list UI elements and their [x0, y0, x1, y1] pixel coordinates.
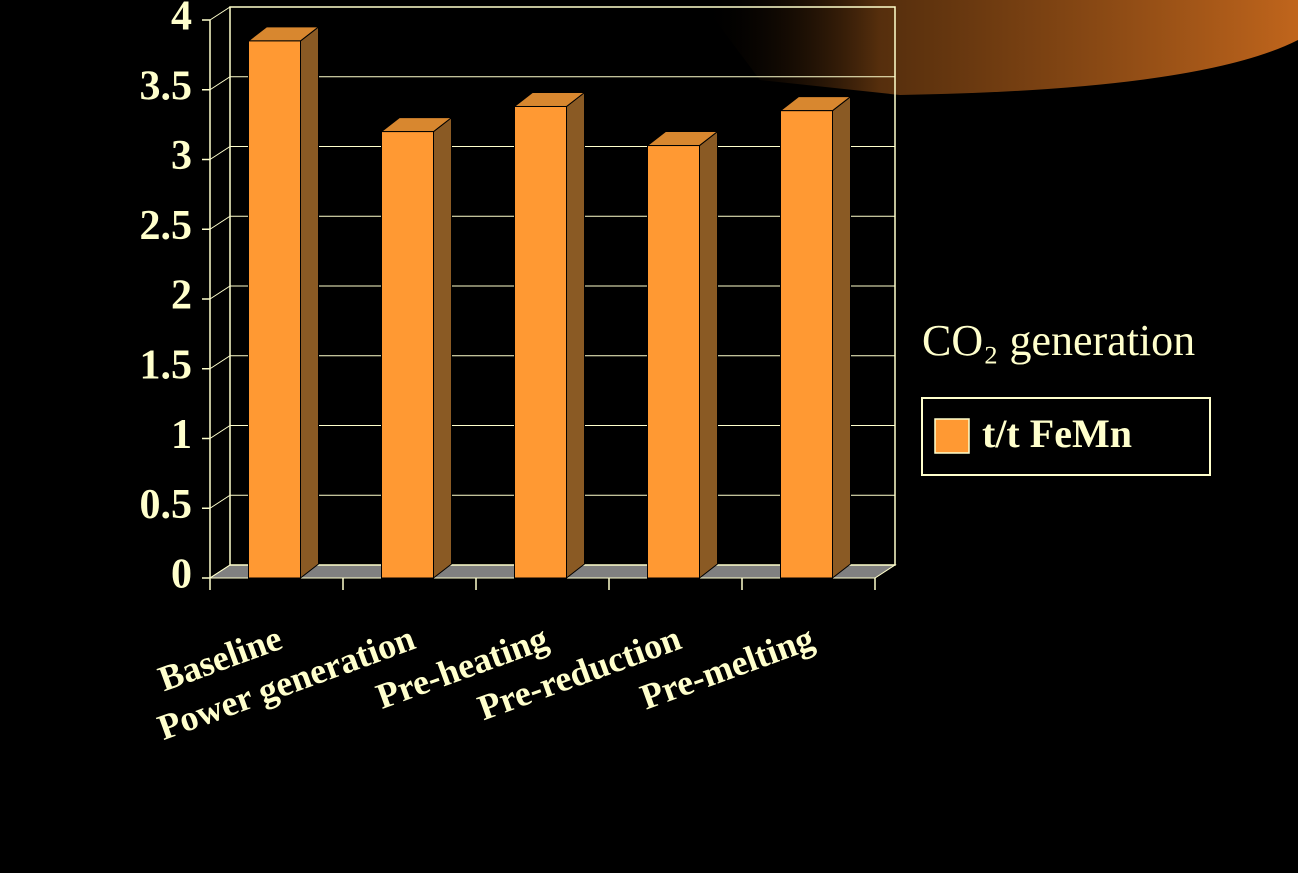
grid-line: [209, 564, 231, 579]
y-tick-label: 3.5: [140, 63, 193, 109]
legend: t/t FeMn: [921, 397, 1211, 476]
y-tick-label: 2: [171, 273, 192, 319]
y-tick-label: 3: [171, 133, 192, 179]
bar-front: [381, 131, 434, 579]
legend-title: CO₂ generation: [922, 316, 1195, 365]
y-tick-label: 4: [171, 0, 192, 40]
y-tick-label: 2.5: [140, 203, 193, 249]
grid-line: [209, 285, 231, 300]
bar-front: [780, 110, 833, 579]
bar-front: [514, 105, 567, 579]
bar-side: [300, 25, 319, 580]
bar-side: [566, 91, 585, 580]
grid-line: [209, 146, 231, 160]
y-tick-label: 0: [171, 552, 192, 598]
bar: [646, 130, 719, 580]
grid-line: [209, 355, 231, 370]
y-tick-label: 1.5: [140, 342, 193, 388]
grid-line: [209, 6, 231, 21]
bar: [779, 95, 852, 580]
y-tick-label: 1: [171, 412, 192, 458]
grid-line: [209, 494, 231, 509]
bar-front: [647, 145, 700, 579]
bar: [247, 25, 320, 580]
legend-label: t/t FeMn: [982, 411, 1132, 456]
grid-line: [209, 76, 231, 91]
bar-side: [433, 116, 452, 580]
bar-side: [699, 130, 718, 580]
bar-front: [248, 40, 301, 579]
grid-line: [209, 215, 231, 230]
legend-swatch: [934, 418, 970, 454]
decoration: [700, 0, 1298, 95]
grid-line: [209, 425, 231, 439]
bar: [380, 116, 453, 580]
y-tick-label: 0.5: [140, 482, 193, 528]
bar-side: [832, 95, 851, 580]
legend-box: [921, 397, 1211, 476]
bar: [513, 91, 586, 580]
